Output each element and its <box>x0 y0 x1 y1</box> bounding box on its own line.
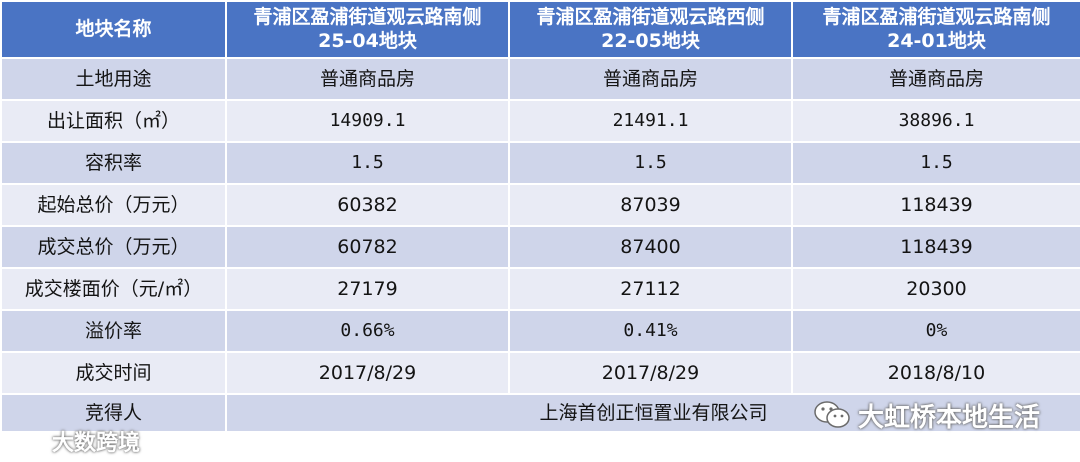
row-label: 出让面积（㎡） <box>2 101 225 141</box>
header-parcel-22-05: 青浦区盈浦街道观云路西侧 22-05地块 <box>510 2 791 57</box>
row-label: 成交总价（万元） <box>2 227 225 267</box>
table-row-floor-price: 成交楼面价（元/㎡） 27179 27112 20300 <box>2 269 1080 309</box>
header-parcel-25-04: 青浦区盈浦街道观云路南侧 25-04地块 <box>227 2 508 57</box>
row-label: 成交楼面价（元/㎡） <box>2 269 225 309</box>
cell-value: 2018/8/10 <box>793 353 1080 393</box>
cell-value: 0.41% <box>510 311 791 351</box>
table-row-deal-price: 成交总价（万元） 60782 87400 118439 <box>2 227 1080 267</box>
row-label: 竞得人 <box>2 395 225 431</box>
cell-value: 118439 <box>793 227 1080 267</box>
row-label: 土地用途 <box>2 59 225 99</box>
cell-value: 118439 <box>793 185 1080 225</box>
cell-value: 普通商品房 <box>793 59 1080 99</box>
row-label: 溢价率 <box>2 311 225 351</box>
row-label: 起始总价（万元） <box>2 185 225 225</box>
cell-value: 60782 <box>227 227 508 267</box>
winner-name: 上海首创正恒置业有限公司 <box>227 395 1080 431</box>
cell-value: 1.5 <box>510 143 791 183</box>
cell-value: 38896.1 <box>793 101 1080 141</box>
header-parcel-name: 地块名称 <box>2 2 225 57</box>
table-row-premium-rate: 溢价率 0.66% 0.41% 0% <box>2 311 1080 351</box>
cell-value: 普通商品房 <box>227 59 508 99</box>
cell-value: 20300 <box>793 269 1080 309</box>
table-row-starting-price: 起始总价（万元） 60382 87039 118439 <box>2 185 1080 225</box>
cell-value: 1.5 <box>793 143 1080 183</box>
table-row-plot-ratio: 容积率 1.5 1.5 1.5 <box>2 143 1080 183</box>
table-row-land-use: 土地用途 普通商品房 普通商品房 普通商品房 <box>2 59 1080 99</box>
row-label: 成交时间 <box>2 353 225 393</box>
cell-value: 1.5 <box>227 143 508 183</box>
header-parcel-24-01: 青浦区盈浦街道观云路南侧 24-01地块 <box>793 2 1080 57</box>
cell-value: 0% <box>793 311 1080 351</box>
land-auction-table: 地块名称 青浦区盈浦街道观云路南侧 25-04地块 青浦区盈浦街道观云路西侧 2… <box>2 2 1080 431</box>
table-row-area: 出让面积（㎡） 14909.1 21491.1 38896.1 <box>2 101 1080 141</box>
cell-value: 2017/8/29 <box>227 353 508 393</box>
cell-value: 21491.1 <box>510 101 791 141</box>
cell-value: 2017/8/29 <box>510 353 791 393</box>
cell-value: 27112 <box>510 269 791 309</box>
row-label: 容积率 <box>2 143 225 183</box>
table-row-deal-date: 成交时间 2017/8/29 2017/8/29 2018/8/10 <box>2 353 1080 393</box>
cell-value: 60382 <box>227 185 508 225</box>
cell-value: 14909.1 <box>227 101 508 141</box>
cell-value: 0.66% <box>227 311 508 351</box>
cell-value: 87039 <box>510 185 791 225</box>
cell-value: 27179 <box>227 269 508 309</box>
header-row: 地块名称 青浦区盈浦街道观云路南侧 25-04地块 青浦区盈浦街道观云路西侧 2… <box>2 2 1080 57</box>
table-row-winner: 竞得人 上海首创正恒置业有限公司 <box>2 395 1080 431</box>
cell-value: 普通商品房 <box>510 59 791 99</box>
cell-value: 87400 <box>510 227 791 267</box>
